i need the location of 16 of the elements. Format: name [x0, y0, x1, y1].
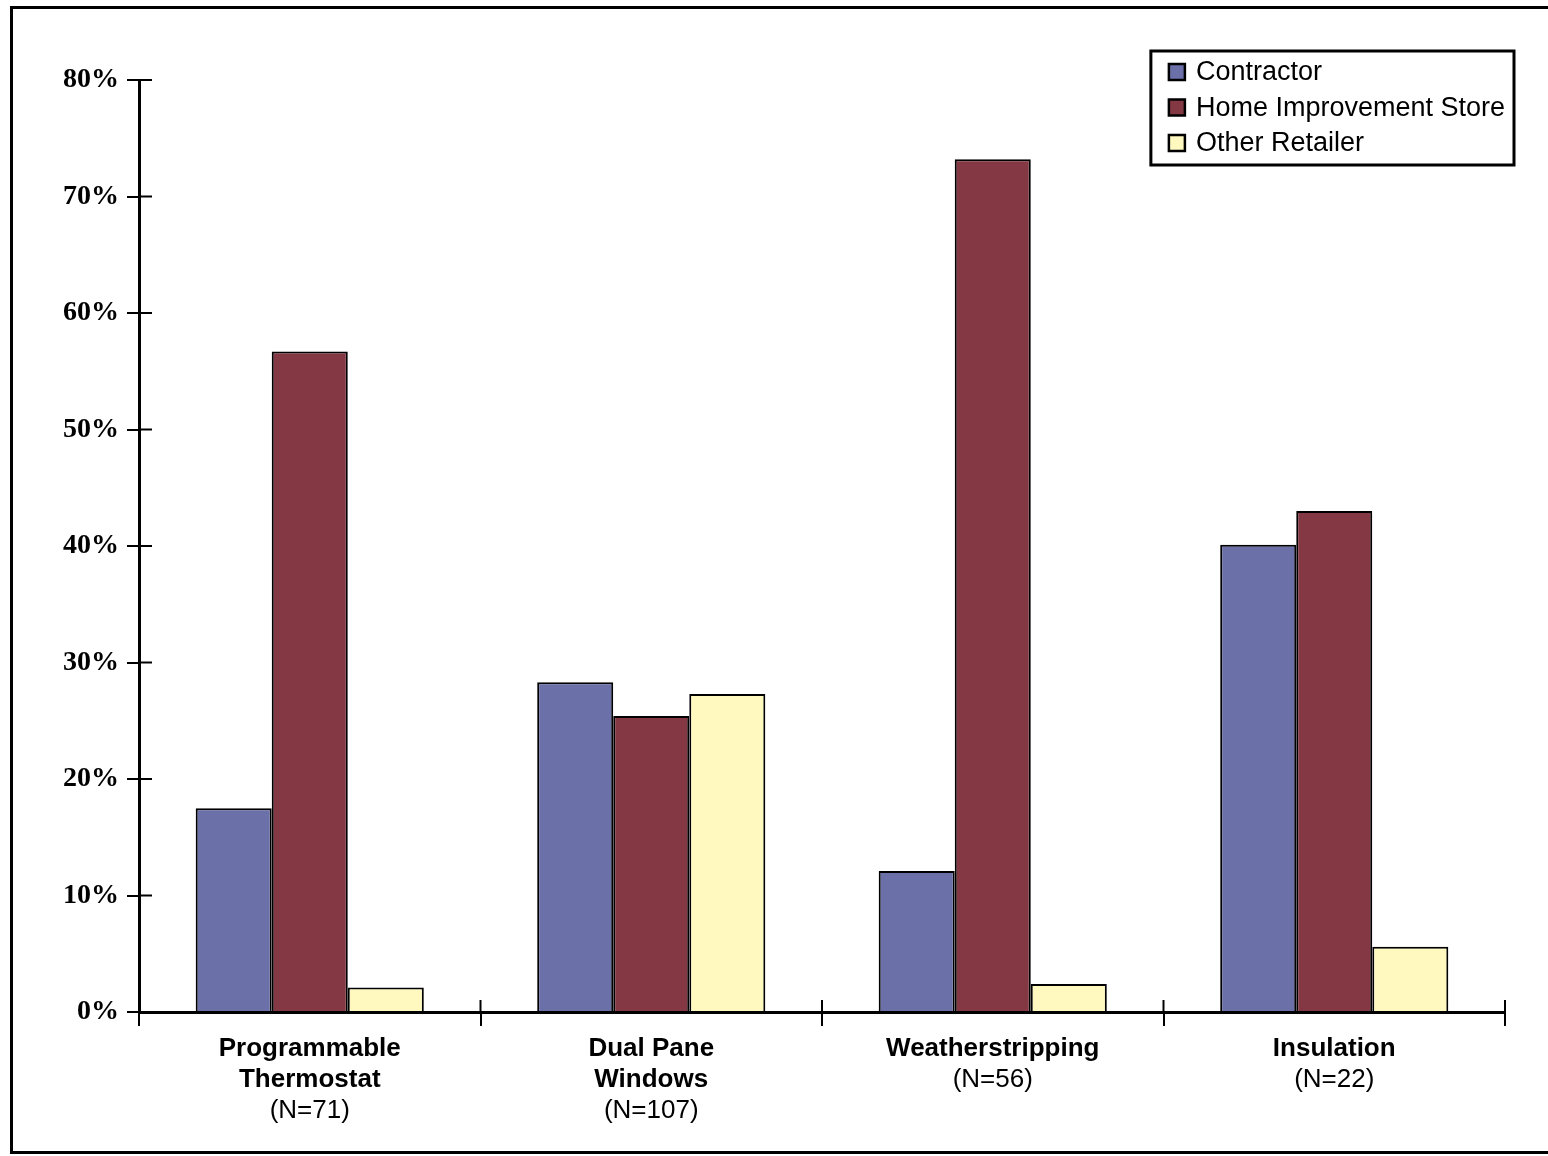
x-tick-label: Programmable Thermostat (N=71): [218, 1032, 401, 1125]
legend-label: Home Improvement Store: [1195, 91, 1506, 122]
y-tick-label: 20%: [63, 761, 119, 793]
y-tick-label: 70%: [63, 178, 119, 210]
x-tick-label: Insulation (N=22): [1272, 1032, 1396, 1094]
y-tick-label: 80%: [63, 62, 119, 94]
y-tick-label: 30%: [63, 644, 119, 676]
x-tick-label: Dual Pane Windows (N=107): [588, 1032, 715, 1125]
y-tick-label: 40%: [63, 528, 119, 560]
y-tick-label: 0%: [77, 994, 119, 1026]
y-tick-label: 50%: [63, 411, 119, 443]
y-tick-label: 10%: [63, 877, 119, 909]
x-tick-label: Weatherstripping (N=56): [886, 1032, 1100, 1094]
legend-label: Other Retailer: [1195, 127, 1364, 158]
legend-label: Contractor: [1195, 56, 1322, 87]
y-tick-label: 60%: [63, 295, 119, 327]
